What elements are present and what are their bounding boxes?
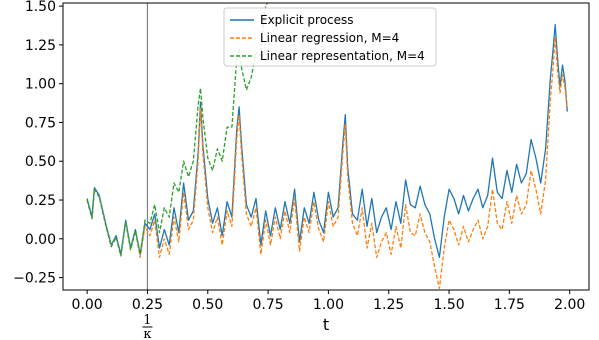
y-tick-label: −0.25 (13, 271, 56, 287)
legend: Explicit process Linear regression, M=4 Li… (223, 7, 437, 67)
series-layer (86, 3, 568, 290)
x-tick-label: 1.50 (433, 297, 464, 313)
plot-frame (62, 2, 590, 291)
x-tick-label: 0.00 (72, 297, 103, 313)
legend-label-1: Linear regression, M=4 (260, 31, 399, 45)
kappa-label-denominator: κ (143, 327, 151, 340)
x-tick-label: 0.75 (253, 297, 284, 313)
x-axis-label: t (323, 315, 329, 334)
legend-label-0: Explicit process (260, 13, 354, 27)
x-axis: 0.00 0.25 0.50 0.75 1.00 1.25 1.50 1.75 2.00 (72, 290, 585, 313)
y-tick-label: 1.25 (25, 38, 56, 54)
y-tick-label: 0.75 (25, 115, 56, 131)
series-line-2 (86, 3, 269, 257)
x-tick-label: 1.75 (494, 297, 525, 313)
y-tick-label: 0.50 (25, 154, 56, 170)
legend-label-2: Linear representation, M=4 (260, 49, 425, 63)
x-tick-label: 2.00 (554, 297, 585, 313)
annotation-layer: 1κ (142, 3, 153, 340)
series-line-0 (86, 24, 568, 259)
y-tick-label: 1.00 (25, 77, 56, 93)
series-line-1 (86, 36, 568, 290)
kappa-label-numerator: 1 (143, 313, 151, 328)
y-tick-label: 1.50 (25, 0, 56, 15)
x-tick-label: 1.00 (313, 297, 344, 313)
x-tick-label: 0.50 (192, 297, 223, 313)
x-tick-label: 0.25 (132, 297, 163, 313)
y-tick-label: 0.25 (25, 193, 56, 209)
y-tick-label: 0.00 (25, 232, 56, 248)
legend-box (223, 7, 437, 67)
x-tick-label: 1.25 (373, 297, 404, 313)
y-axis: −0.25 0.00 0.25 0.50 0.75 1.00 1.25 1.50 (13, 0, 63, 287)
